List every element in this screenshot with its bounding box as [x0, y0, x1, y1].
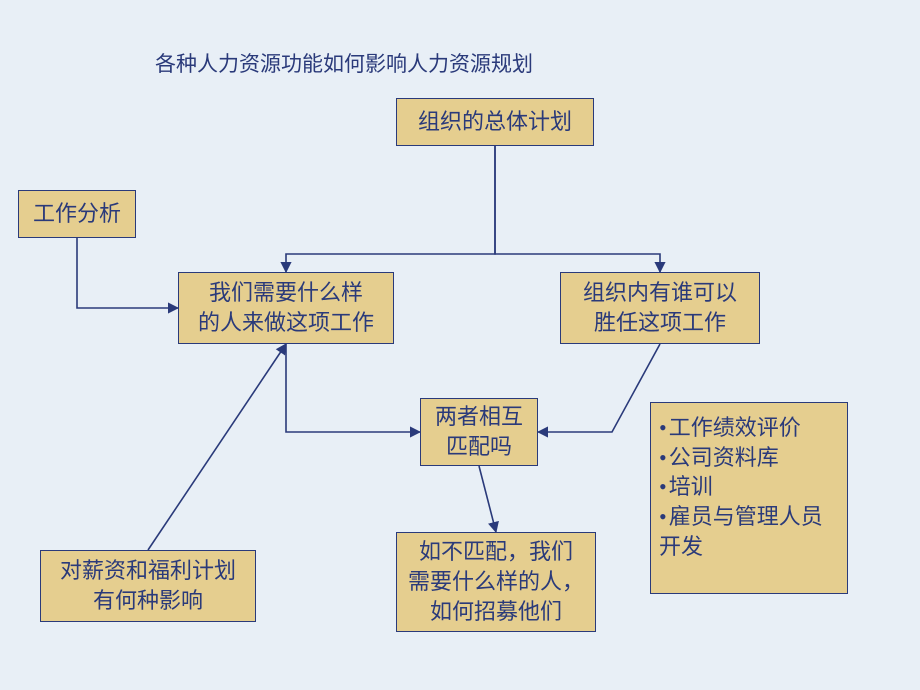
node-n5: 两者相互 匹配吗 — [420, 398, 538, 466]
edge-5 — [479, 466, 496, 532]
edge-3 — [286, 344, 420, 432]
node-n2: 工作分析 — [18, 190, 136, 238]
edge-1 — [495, 146, 660, 272]
node-n8: 工作绩效评价公司资料库培训雇员与管理人员开发 — [650, 402, 848, 594]
edge-0 — [286, 146, 495, 272]
node-n4: 组织内有谁可以 胜任这项工作 — [560, 272, 760, 344]
node-n3: 我们需要什么样 的人来做这项工作 — [178, 272, 394, 344]
diagram-title: 各种人力资源功能如何影响人力资源规划 — [155, 48, 533, 78]
node-n7: 对薪资和福利计划 有何种影响 — [40, 550, 256, 622]
list-item: 公司资料库 — [659, 443, 839, 473]
edge-6 — [148, 344, 286, 550]
edge-2 — [77, 238, 178, 308]
list-item: 培训 — [659, 472, 839, 502]
node-n1: 组织的总体计划 — [396, 98, 594, 146]
edge-4 — [538, 344, 660, 432]
node-n6: 如不匹配，我们 需要什么样的人， 如何招募他们 — [396, 532, 596, 632]
list-item: 工作绩效评价 — [659, 413, 839, 443]
list-item: 雇员与管理人员开发 — [659, 502, 839, 561]
